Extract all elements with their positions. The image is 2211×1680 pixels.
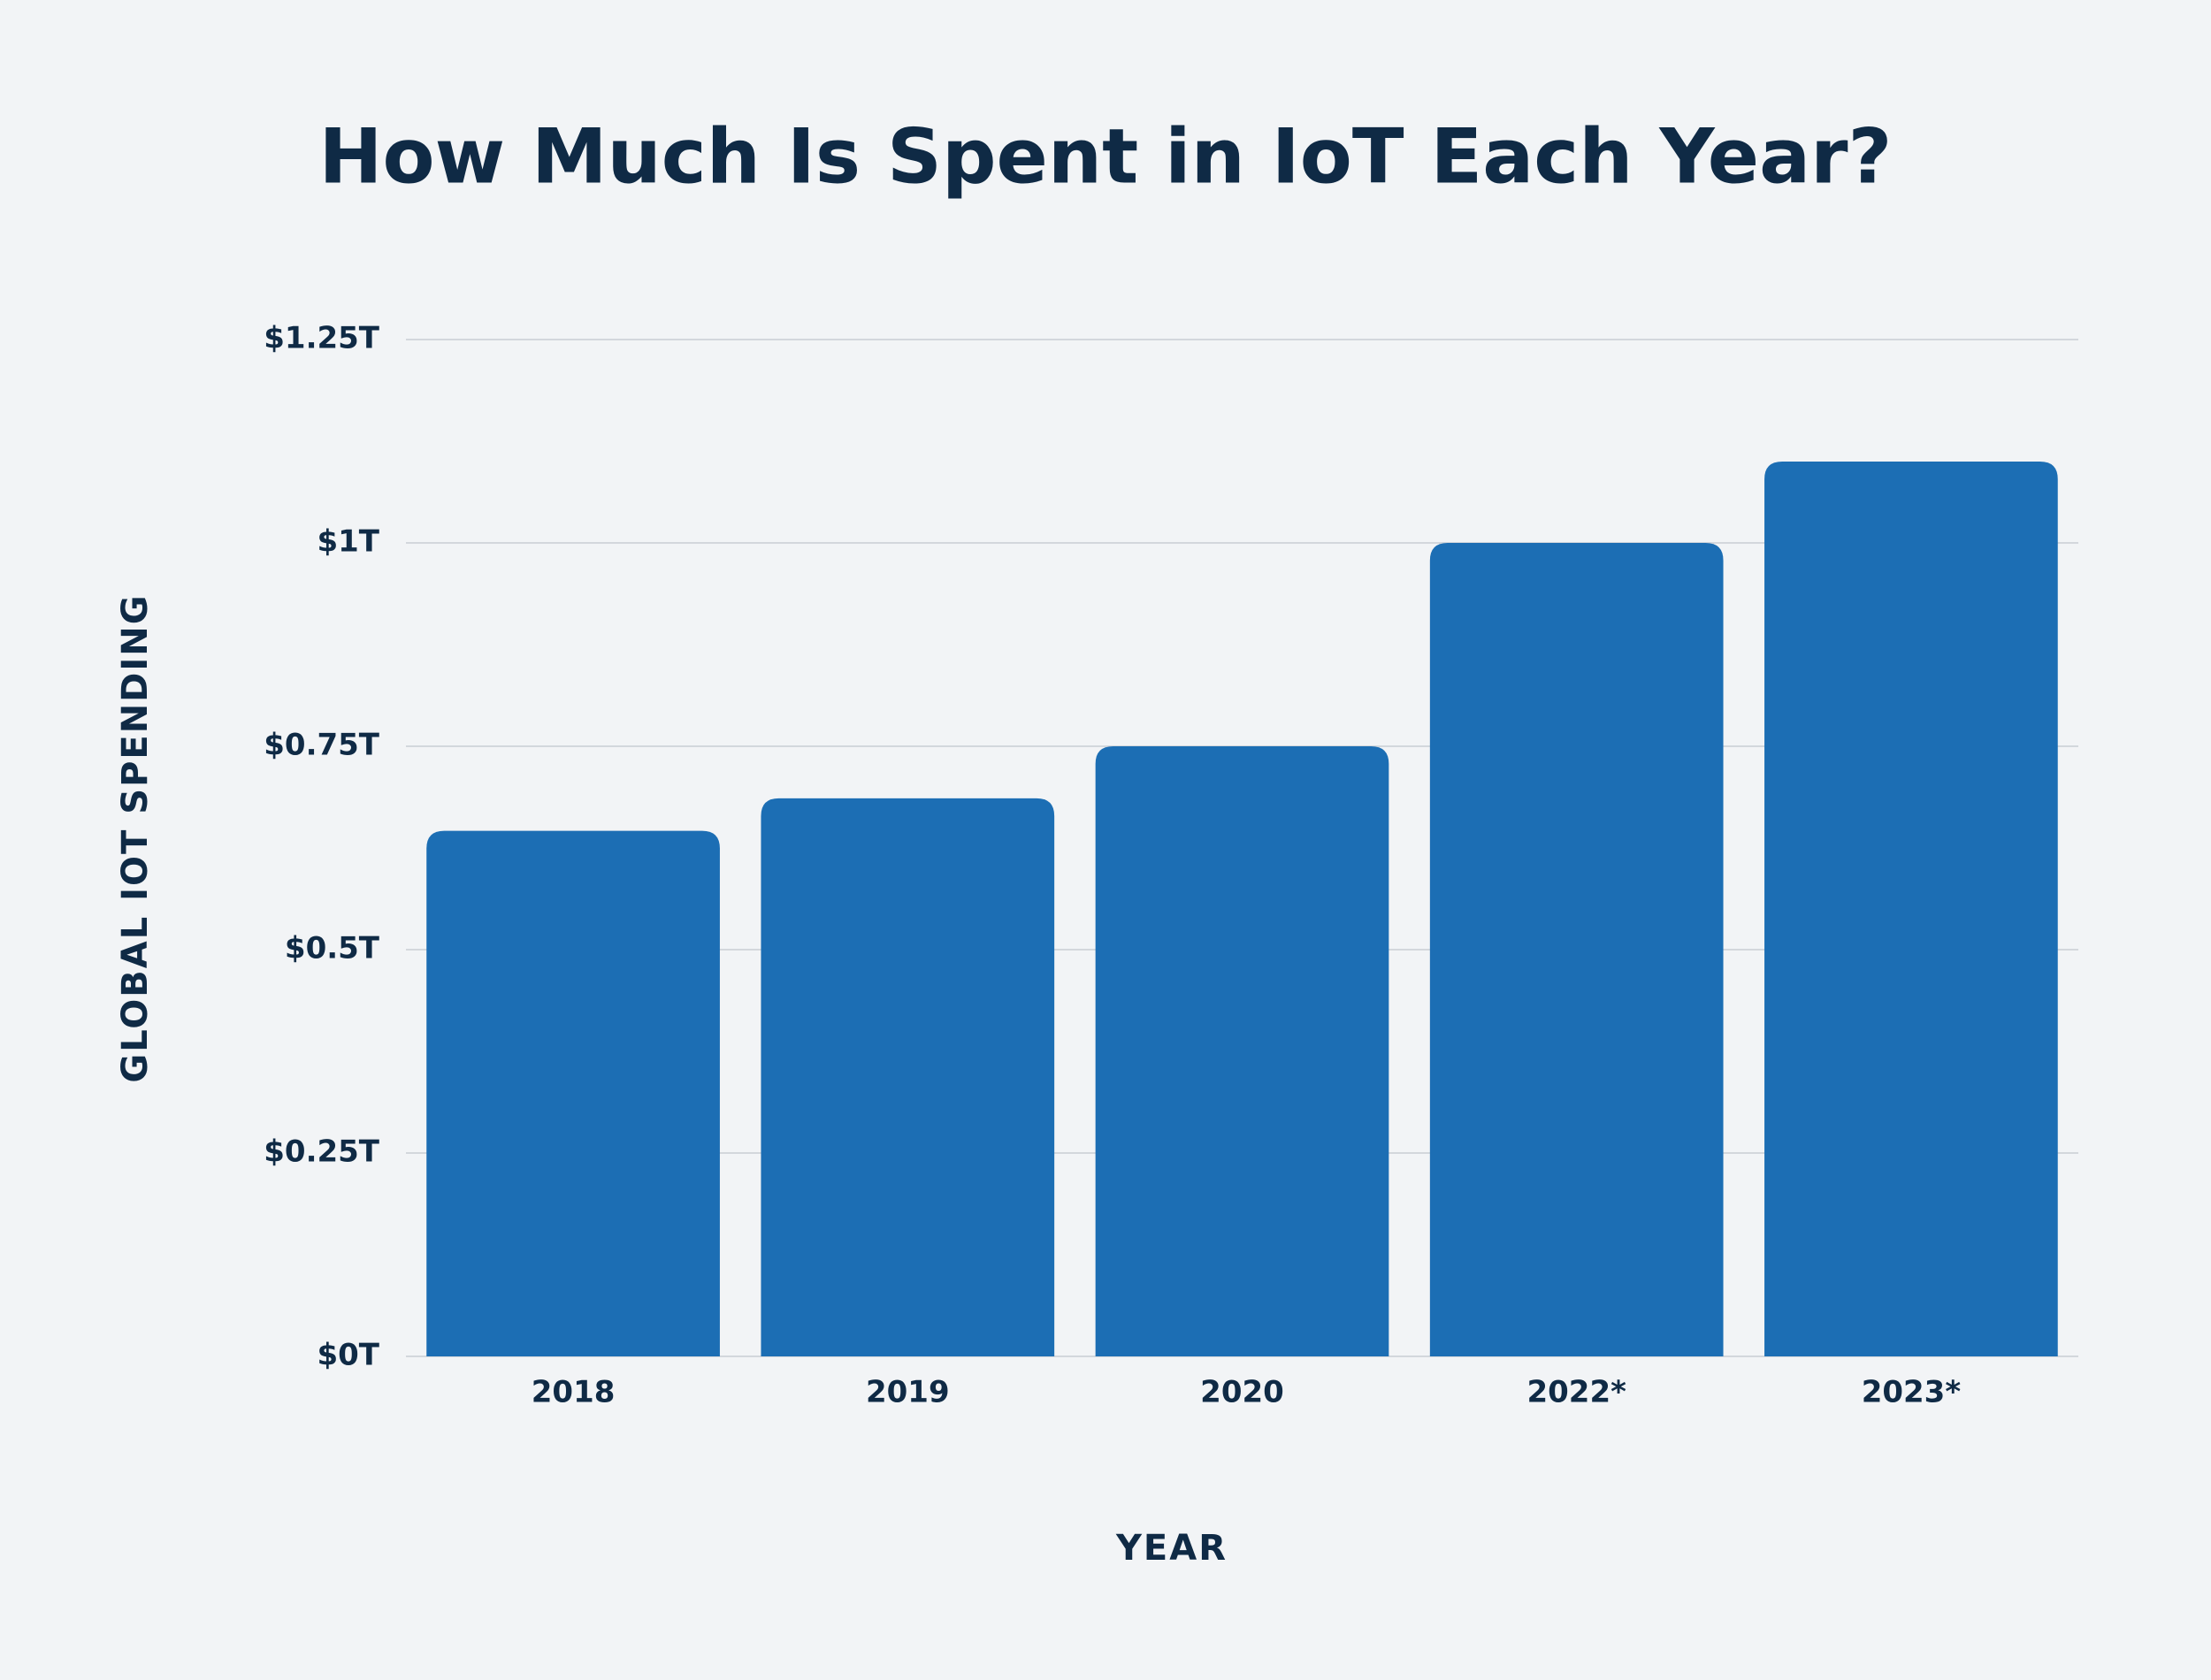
y-tick-label: $0T bbox=[317, 1338, 379, 1373]
x-tick-label: 2019 bbox=[866, 1375, 950, 1410]
bar bbox=[426, 830, 720, 1356]
x-tick-label: 2023* bbox=[1862, 1375, 1962, 1410]
y-tick-label: $0.75T bbox=[264, 728, 380, 763]
x-tick-label: 2020 bbox=[1200, 1375, 1284, 1410]
bar bbox=[761, 798, 1055, 1356]
y-tick-label: $0.25T bbox=[264, 1134, 380, 1170]
y-tick-label: $0.5T bbox=[285, 931, 380, 966]
bar bbox=[1095, 746, 1389, 1356]
chart-title: How Much Is Spent in IoT Each Year? bbox=[319, 112, 1893, 201]
y-tick-label: $1.25T bbox=[264, 321, 380, 356]
bar bbox=[1764, 462, 2058, 1356]
y-tick-label: $1T bbox=[317, 524, 379, 560]
bar bbox=[1429, 543, 1724, 1356]
x-tick-label: 2018 bbox=[532, 1375, 616, 1410]
y-axis-title: GLOBAL IOT SPENDING bbox=[115, 593, 156, 1082]
x-tick-label: 2022* bbox=[1526, 1375, 1626, 1410]
x-axis-title: YEAR bbox=[1115, 1528, 1228, 1569]
